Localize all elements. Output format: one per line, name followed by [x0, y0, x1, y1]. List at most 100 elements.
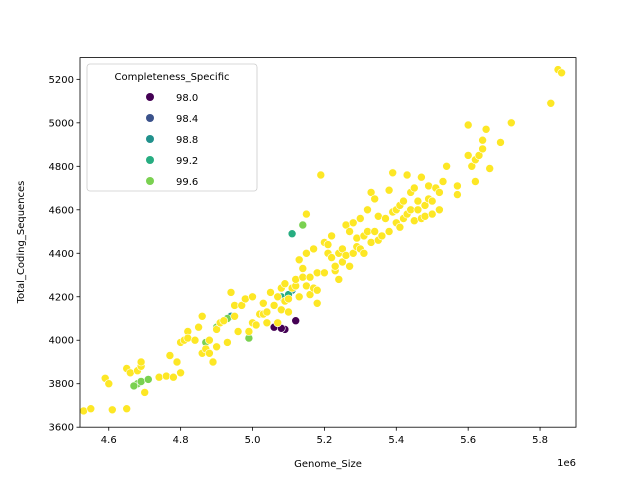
data-point-100.0-48 — [262, 318, 272, 328]
data-point-100.0-110 — [377, 231, 387, 241]
data-point-100.0-22 — [190, 335, 200, 345]
data-point-100.0-75 — [312, 268, 322, 278]
x-axis-label: Genome_Size — [294, 459, 362, 470]
data-point-100.0-102 — [363, 227, 372, 236]
legend-label-99.6: 99.6 — [176, 177, 198, 188]
y-tick-label: 3600 — [49, 423, 74, 434]
data-point-100.0-154 — [485, 164, 495, 173]
y-tick-label: 4600 — [49, 205, 74, 216]
data-point-100.0-129 — [413, 196, 423, 206]
data-point-100.0-66 — [298, 264, 308, 273]
data-point-100.0-140 — [435, 188, 444, 197]
data-point-100.0-107 — [370, 194, 380, 204]
data-point-100.0-27 — [205, 348, 214, 358]
x-axis-offset-label: 1e6 — [557, 458, 576, 469]
data-point-100.0-73 — [309, 244, 318, 254]
data-point-100.0-49 — [262, 307, 272, 317]
data-point-100.0-128 — [413, 205, 423, 215]
data-point-100.0-88 — [338, 257, 347, 267]
data-point-100.0-103 — [363, 205, 372, 215]
data-point-100.0-113 — [384, 185, 394, 195]
data-point-100.0-13 — [162, 371, 171, 381]
data-point-100.0-58 — [284, 307, 293, 317]
data-point-100.0-99 — [355, 214, 365, 223]
data-point-100.0-87 — [334, 275, 344, 284]
data-point-100.0-15 — [169, 372, 178, 382]
data-point-100.0-152 — [478, 135, 487, 145]
y-axis-label: Total_Coding_Sequences — [16, 181, 27, 305]
x-tick-label: 4.8 — [173, 435, 189, 446]
legend-entries: 98.0 98.4 98.8 99.2 99.6 — [146, 93, 198, 188]
data-point-100.0-132 — [420, 201, 430, 210]
data-point-100.0-46 — [258, 298, 268, 308]
data-point-100.0-53 — [273, 318, 283, 328]
data-point-100.0-90 — [341, 251, 351, 260]
data-point-100.0-109 — [373, 212, 383, 221]
data-point-100.0-155 — [496, 138, 505, 147]
x-tick-label: 5.8 — [532, 435, 548, 446]
y-tick-label: 4000 — [49, 336, 74, 347]
data-point-100.0-145 — [463, 151, 473, 160]
data-point-100.0-41 — [244, 327, 254, 336]
points-layer — [79, 65, 566, 416]
data-point-100.0-67 — [302, 281, 311, 291]
data-point-100.0-12 — [154, 372, 164, 382]
plot-frame — [79, 57, 577, 428]
data-point-99.6-2 — [129, 381, 139, 391]
data-point-100.0-57 — [280, 279, 290, 289]
legend-marker-98.0 — [146, 93, 154, 101]
data-point-100.0-105 — [366, 188, 376, 197]
data-point-100.0-101 — [359, 249, 369, 258]
data-point-100.0-156 — [506, 118, 516, 128]
data-point-100.0-21 — [183, 333, 193, 343]
y-tick-label: 4200 — [49, 292, 74, 303]
data-point-100.0-147 — [467, 162, 477, 171]
y-tick-label: 4800 — [49, 162, 74, 173]
data-point-100.0-69 — [302, 209, 311, 219]
x-tick-label: 4.6 — [101, 435, 117, 446]
data-point-100.0-94 — [348, 249, 358, 258]
data-point-100.0-89 — [338, 244, 347, 254]
data-point-100.0-133 — [420, 212, 430, 221]
data-point-100.0-11 — [140, 388, 149, 397]
y-tick-label: 5200 — [49, 75, 74, 86]
y-tick-label: 3800 — [49, 379, 74, 390]
data-point-100.0-93 — [345, 227, 354, 236]
data-point-100.0-115 — [388, 168, 398, 178]
data-point-100.0-76 — [312, 285, 322, 295]
data-point-100.0-52 — [273, 292, 283, 302]
data-point-100.0-146 — [463, 120, 473, 130]
data-point-100.0-16 — [172, 357, 182, 367]
data-point-100.0-150 — [474, 151, 484, 160]
legend-marker-99.2 — [146, 156, 154, 164]
data-point-100.0-126 — [409, 216, 419, 225]
data-point-100.0-36 — [230, 311, 239, 321]
data-point-100.0-106 — [370, 227, 380, 236]
data-point-100.0-92 — [345, 261, 354, 271]
data-point-100.0-17 — [176, 368, 185, 378]
data-point-100.0-24 — [197, 311, 207, 321]
legend-marker-98.8 — [146, 135, 154, 143]
data-point-100.0-54 — [276, 305, 286, 315]
x-tick-label: 5.2 — [316, 435, 332, 446]
legend-label-98.4: 98.4 — [176, 114, 198, 125]
data-point-100.0-43 — [248, 292, 257, 302]
data-point-100.0-85 — [330, 261, 340, 271]
data-point-100.0-153 — [481, 125, 491, 134]
data-point-100.0-35 — [226, 288, 236, 297]
legend: Completeness_Specific 98.0 98.4 98.8 99.2 99… — [86, 63, 258, 192]
data-point-100.0-29 — [208, 357, 218, 367]
legend-label-99.2: 99.2 — [176, 156, 198, 167]
data-point-99.2-2 — [287, 229, 297, 238]
data-point-100.0-44 — [251, 320, 261, 330]
data-point-100.0-3 — [104, 379, 114, 389]
data-point-100.0-151 — [478, 144, 487, 154]
data-point-100.0-97 — [352, 233, 362, 243]
data-point-100.0-74 — [312, 298, 322, 308]
data-point-100.0-112 — [384, 227, 394, 236]
data-point-100.0-149 — [471, 177, 480, 186]
data-point-100.0-95 — [348, 218, 358, 228]
data-point-100.0-127 — [409, 183, 419, 193]
data-point-100.0-4 — [108, 405, 117, 415]
